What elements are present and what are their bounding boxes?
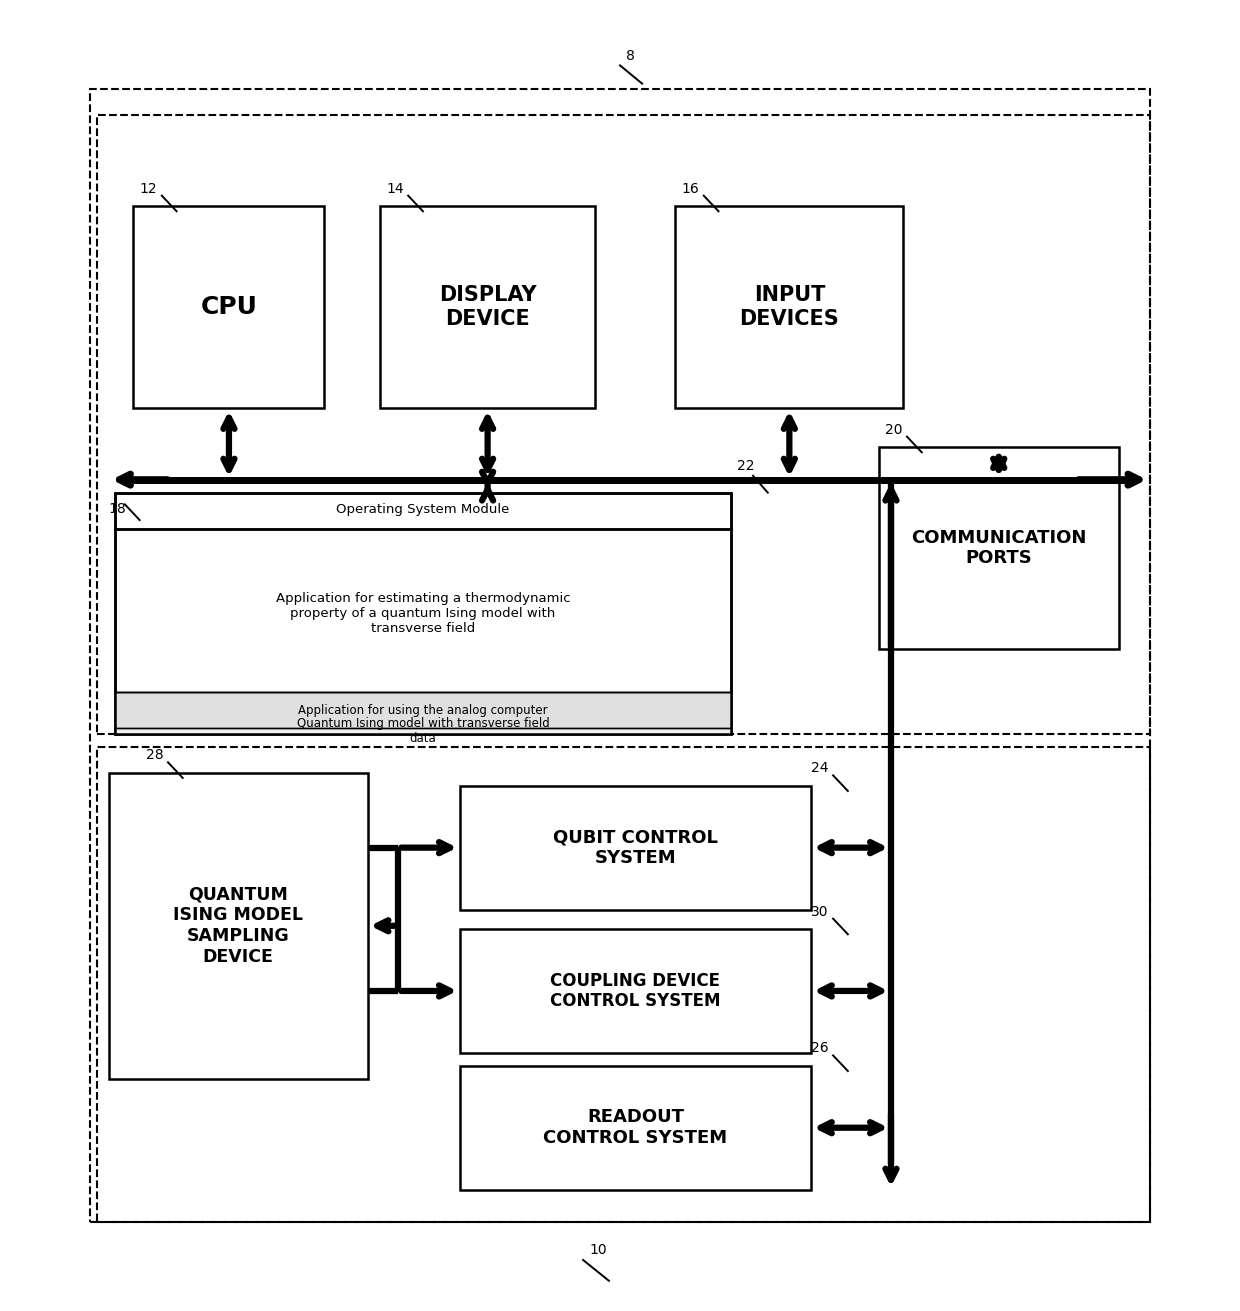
Polygon shape	[115, 493, 730, 734]
Polygon shape	[879, 447, 1118, 649]
Polygon shape	[109, 772, 367, 1079]
Text: Operating System Module: Operating System Module	[336, 503, 510, 517]
Polygon shape	[115, 729, 730, 734]
Text: 24: 24	[811, 762, 828, 775]
Text: 26: 26	[811, 1041, 828, 1055]
Text: 22: 22	[737, 459, 754, 473]
Polygon shape	[460, 1066, 811, 1189]
Text: INPUT
DEVICES: INPUT DEVICES	[739, 286, 839, 329]
Text: COUPLING DEVICE
CONTROL SYSTEM: COUPLING DEVICE CONTROL SYSTEM	[551, 971, 720, 1011]
Text: Application for using the analog computer: Application for using the analog compute…	[298, 704, 548, 717]
Polygon shape	[134, 206, 325, 408]
Polygon shape	[460, 929, 811, 1053]
Text: 12: 12	[140, 182, 157, 195]
Text: Quantum Ising model with transverse field
data: Quantum Ising model with transverse fiel…	[296, 717, 549, 745]
Text: 16: 16	[682, 182, 699, 195]
Text: QUANTUM
ISING MODEL
SAMPLING
DEVICE: QUANTUM ISING MODEL SAMPLING DEVICE	[174, 886, 304, 966]
Polygon shape	[676, 206, 903, 408]
Text: QUBIT CONTROL
SYSTEM: QUBIT CONTROL SYSTEM	[553, 829, 718, 867]
Polygon shape	[460, 785, 811, 910]
Text: CPU: CPU	[201, 295, 258, 319]
Polygon shape	[115, 692, 730, 729]
Text: 30: 30	[811, 905, 828, 919]
Text: 10: 10	[589, 1243, 606, 1257]
Text: 28: 28	[146, 749, 164, 762]
Text: 8: 8	[626, 49, 635, 63]
Text: 18: 18	[109, 502, 126, 515]
Text: COMMUNICATION
PORTS: COMMUNICATION PORTS	[911, 528, 1086, 568]
Text: Application for estimating a thermodynamic
property of a quantum Ising model wit: Application for estimating a thermodynam…	[275, 593, 570, 636]
Text: READOUT
CONTROL SYSTEM: READOUT CONTROL SYSTEM	[543, 1108, 728, 1147]
Text: 14: 14	[386, 182, 403, 195]
Text: 20: 20	[885, 422, 903, 437]
Text: DISPLAY
DEVICE: DISPLAY DEVICE	[439, 286, 537, 329]
Polygon shape	[379, 206, 595, 408]
